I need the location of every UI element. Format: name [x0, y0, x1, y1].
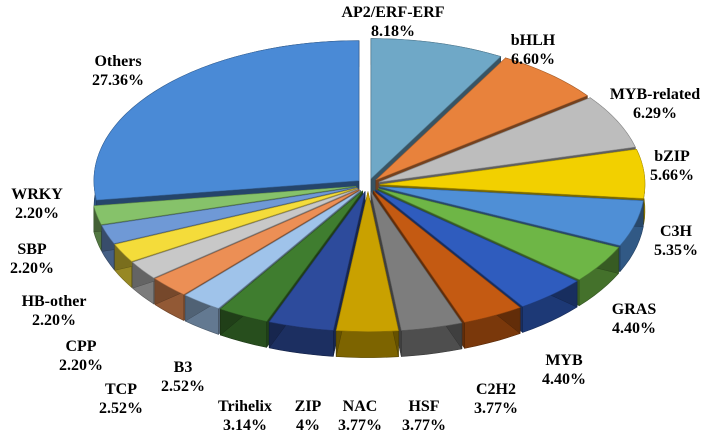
label-myb-related: MYB-related 6.29%: [609, 86, 701, 122]
slice-top-b3: [184, 190, 361, 309]
slice-top-gras: [377, 188, 620, 281]
slice-top-hb-other: [114, 187, 358, 262]
label-hsf: HSF 3.77%: [402, 398, 446, 434]
slice-top-wrky: [93, 186, 357, 225]
label-sbp: SBP 2.20%: [10, 241, 54, 277]
label-hb-other: HB-other 2.20%: [21, 293, 87, 329]
label-myb: MYB 4.40%: [542, 352, 586, 388]
slice-top-c2h2: [373, 190, 521, 323]
slice-top-hsf: [370, 191, 463, 331]
label-b3: B3 2.52%: [161, 359, 205, 395]
label-others: Others 27.36%: [92, 53, 144, 89]
slice-top-cpp: [132, 188, 359, 279]
label-gras: GRAS 4.40%: [611, 301, 657, 337]
label-c2h2: C2H2 3.77%: [474, 381, 518, 417]
slice-top-tcp: [154, 189, 360, 295]
slice-top-others: [93, 40, 360, 201]
slice-top-sbp: [101, 186, 357, 244]
slice-top-myb-related: [378, 97, 636, 183]
slice-side-nac: [335, 330, 399, 358]
label-nac: NAC 3.77%: [338, 398, 382, 434]
label-zip: ZIP 4%: [294, 398, 322, 434]
slice-top-nac: [335, 191, 399, 332]
label-trihelix: Trihelix 3.14%: [218, 398, 272, 434]
slice-top-myb: [375, 189, 578, 307]
label-tcp: TCP 2.52%: [99, 381, 143, 417]
slice-top-c3h: [379, 186, 644, 246]
label-bzip: bZIP 5.66%: [650, 148, 694, 184]
slice-nac: [335, 191, 399, 358]
label-c3h: C3H 5.35%: [654, 223, 698, 259]
label-bhlh: bHLH 6.60%: [510, 32, 556, 68]
slice-top-bzip: [379, 148, 646, 199]
slice-top-ap2-erf-erf: [370, 38, 502, 180]
slice-top-bhlh: [375, 57, 588, 181]
label-cpp: CPP 2.20%: [59, 338, 103, 374]
slice-top-trihelix: [219, 190, 363, 322]
slice-top-zip: [268, 191, 366, 331]
label-wrky: WRKY 2.20%: [11, 186, 63, 222]
label-ap2-erf-erf: AP2/ERF-ERF 8.18%: [341, 4, 445, 40]
